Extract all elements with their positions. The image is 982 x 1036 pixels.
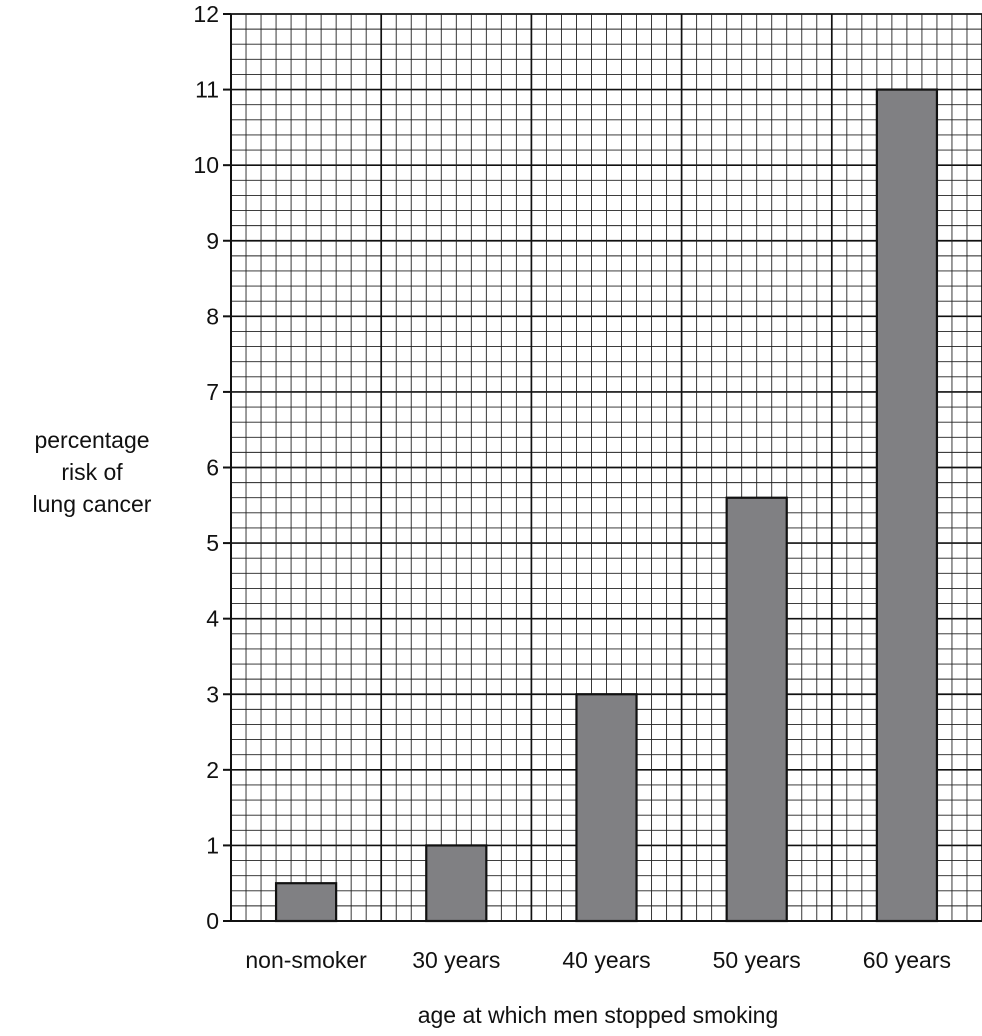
y-tick-label: 10 — [193, 152, 219, 178]
bar-50-years — [725, 496, 788, 923]
y-tick-label: 9 — [206, 228, 219, 254]
x-tick-label: non-smoker — [245, 947, 367, 973]
y-tick-label: 4 — [206, 606, 219, 632]
y-tick-label: 6 — [206, 455, 219, 481]
y-tick-label: 1 — [206, 832, 219, 858]
bar-60-years — [875, 88, 939, 923]
y-axis-label-line-2: risk of — [61, 459, 123, 485]
x-tick-label: 30 years — [412, 947, 500, 973]
bar-non-smoker — [274, 882, 338, 923]
y-tick-label: 12 — [193, 1, 219, 27]
chart-bars — [274, 88, 939, 923]
x-tick-label: 60 years — [863, 947, 951, 973]
y-tick-label: 5 — [206, 530, 219, 556]
x-axis-label: age at which men stopped smoking — [418, 1002, 779, 1028]
y-axis-label-line-3: lung cancer — [33, 491, 152, 517]
y-tick-label: 0 — [206, 908, 219, 934]
x-tick-label: 40 years — [562, 947, 650, 973]
y-tick-label: 2 — [206, 757, 219, 783]
y-tick-label: 3 — [206, 681, 219, 707]
y-axis-label-line-1: percentage — [34, 427, 149, 453]
y-axis-label: percentage risk of lung cancer — [33, 427, 152, 517]
y-tick-label: 7 — [206, 379, 219, 405]
x-tick-labels: non-smoker 30 years 40 years 50 years 60 yea… — [245, 947, 951, 973]
bar-40-years — [575, 693, 638, 923]
bar-30-years — [425, 844, 488, 923]
x-tick-label: 50 years — [713, 947, 801, 973]
y-tick-label: 11 — [195, 77, 219, 103]
y-tick-label: 8 — [206, 303, 219, 329]
